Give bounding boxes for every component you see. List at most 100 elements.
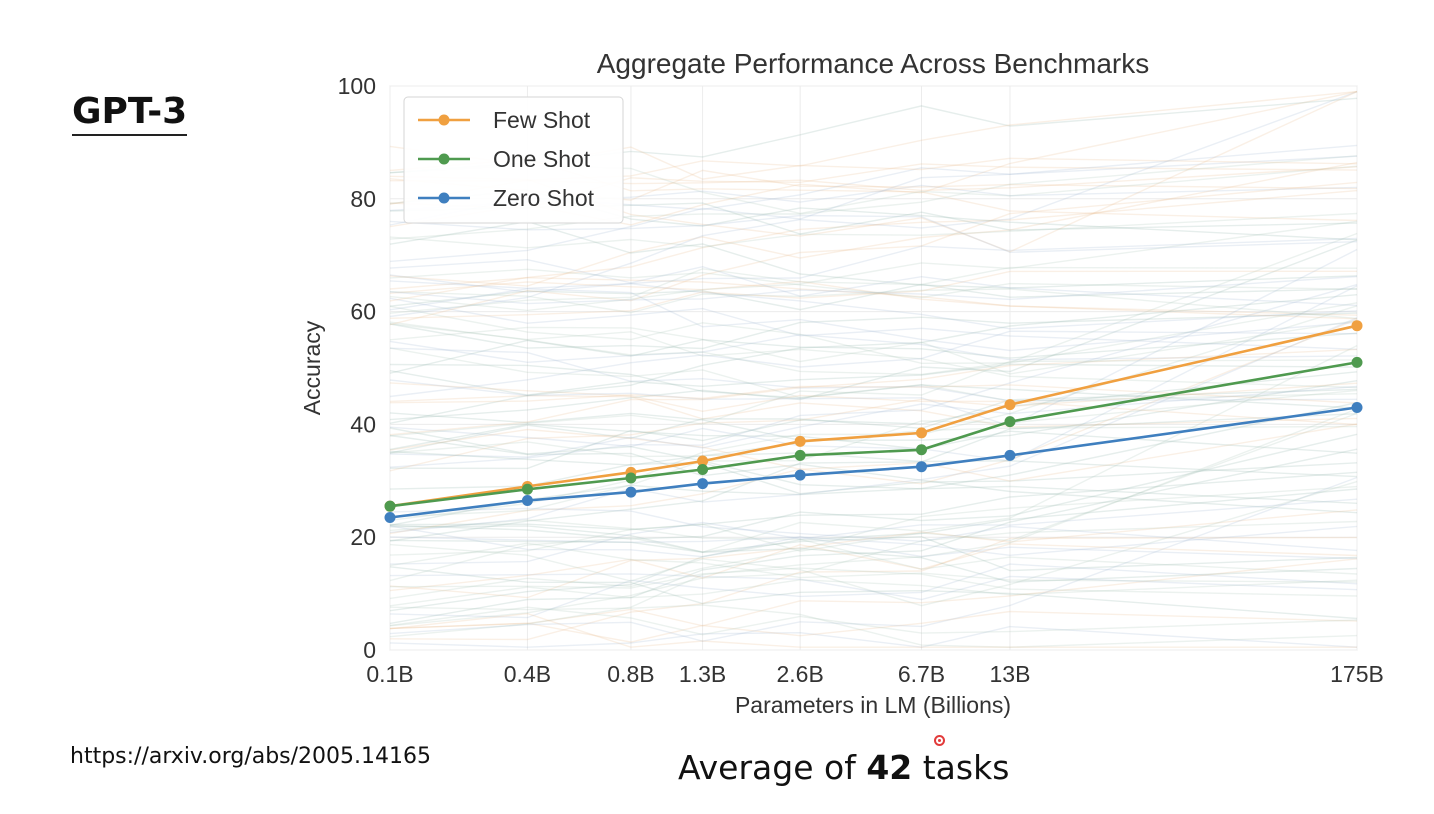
task-line: [389, 239, 1358, 421]
series-line-zero-shot: [389, 406, 1358, 519]
point-zero-shot: [625, 486, 637, 498]
task-line: [389, 563, 1358, 619]
task-line: [389, 330, 1358, 398]
legend-label-few-shot: Few Shot: [493, 107, 591, 133]
series-layer: [384, 320, 1363, 523]
task-line: [389, 579, 1358, 607]
task-line: [389, 471, 1358, 531]
task-line: [389, 573, 1358, 601]
task-line: [389, 425, 1358, 458]
task-line: [389, 220, 1358, 289]
task-line: [389, 363, 1358, 409]
task-line: [389, 412, 1358, 556]
task-line: [389, 270, 1358, 319]
task-line: [389, 433, 1358, 540]
task-line: [389, 519, 1358, 575]
task-line: [389, 612, 1357, 648]
task-line: [389, 604, 1358, 648]
task-line: [389, 332, 1358, 374]
x-tick-label: 0.1B: [366, 661, 413, 687]
task-line: [389, 363, 1358, 396]
legend-label-one-shot: One Shot: [493, 146, 591, 172]
legend: Few Shot One Shot Zero Shot: [403, 96, 624, 224]
y-tick-label: 80: [350, 186, 376, 212]
task-line: [389, 542, 1358, 583]
task-line: [389, 413, 1358, 542]
task-line: [389, 348, 1358, 436]
x-tick-label: 13B: [989, 661, 1030, 687]
task-line: [389, 288, 1358, 352]
task-line: [389, 509, 1358, 599]
task-line: [389, 323, 1358, 389]
task-lines-layer: [389, 90, 1358, 648]
task-line: [389, 319, 1358, 375]
task-line: [389, 294, 1358, 424]
task-line: [389, 318, 1358, 535]
task-line: [389, 382, 1358, 472]
task-line: [389, 232, 1358, 376]
slide-title: GPT-3: [72, 92, 188, 136]
task-line: [389, 567, 1358, 597]
task-line: [389, 283, 1358, 468]
task-line: [389, 280, 1358, 320]
task-line: [389, 317, 1358, 534]
task-line: [389, 266, 1358, 314]
y-tick-label: 20: [350, 524, 376, 550]
task-line: [389, 558, 1358, 630]
task-line: [389, 389, 1358, 518]
y-tick-label: 0: [363, 637, 376, 663]
point-zero-shot: [915, 461, 927, 473]
caption-suffix: tasks: [912, 748, 1010, 787]
point-few-shot: [1004, 399, 1016, 411]
task-line: [389, 423, 1358, 454]
task-line: [389, 302, 1358, 365]
task-line: [389, 488, 1358, 612]
task-line: [389, 385, 1358, 458]
task-line: [389, 344, 1358, 582]
task-line: [389, 507, 1358, 552]
point-zero-shot: [1004, 449, 1016, 461]
point-few-shot: [794, 435, 806, 447]
cursor-indicator: [934, 735, 945, 746]
task-line: [389, 248, 1358, 427]
x-axis-label: Parameters in LM (Billions): [735, 692, 1011, 718]
grid-layer: [389, 85, 1358, 651]
point-one-shot: [384, 500, 396, 512]
task-line: [389, 520, 1358, 627]
x-tick-label: 6.7B: [898, 661, 945, 687]
axis-layer: 0 20 40 60 80 100 0.1B 0.4B 0.8B 1.3B 2.6B 6.7B 13B 1…: [338, 73, 1384, 687]
chart-title: Aggregate Performance Across Benchmarks: [597, 48, 1149, 79]
task-line: [389, 498, 1358, 565]
series-line-few-shot: [389, 324, 1358, 508]
x-tick-label: 0.8B: [607, 661, 654, 687]
x-tick-label: 175B: [1330, 661, 1384, 687]
point-one-shot: [915, 444, 927, 456]
task-line: [389, 312, 1358, 350]
task-line: [389, 480, 1358, 607]
x-tick-label: 1.3B: [679, 661, 726, 687]
task-line: [389, 566, 1358, 620]
task-line: [389, 155, 1358, 240]
source-link[interactable]: https://arxiv.org/abs/2005.14165: [70, 744, 432, 769]
task-line: [389, 285, 1358, 462]
point-one-shot: [521, 483, 533, 495]
point-few-shot: [1351, 320, 1363, 332]
task-line: [389, 434, 1358, 514]
x-tick-label: 0.4B: [504, 661, 551, 687]
task-line: [389, 525, 1358, 572]
task-line: [389, 280, 1358, 330]
task-line: [389, 90, 1358, 318]
task-line: [389, 347, 1358, 402]
task-line: [389, 450, 1358, 478]
point-one-shot: [794, 449, 806, 461]
point-one-shot: [625, 472, 637, 484]
task-line: [389, 359, 1358, 437]
task-line: [389, 625, 1358, 648]
y-tick-label: 60: [350, 299, 376, 325]
task-line: [389, 448, 1358, 625]
task-line: [389, 525, 1358, 557]
task-line: [389, 189, 1358, 302]
task-line: [389, 214, 1358, 254]
point-zero-shot: [521, 495, 533, 507]
